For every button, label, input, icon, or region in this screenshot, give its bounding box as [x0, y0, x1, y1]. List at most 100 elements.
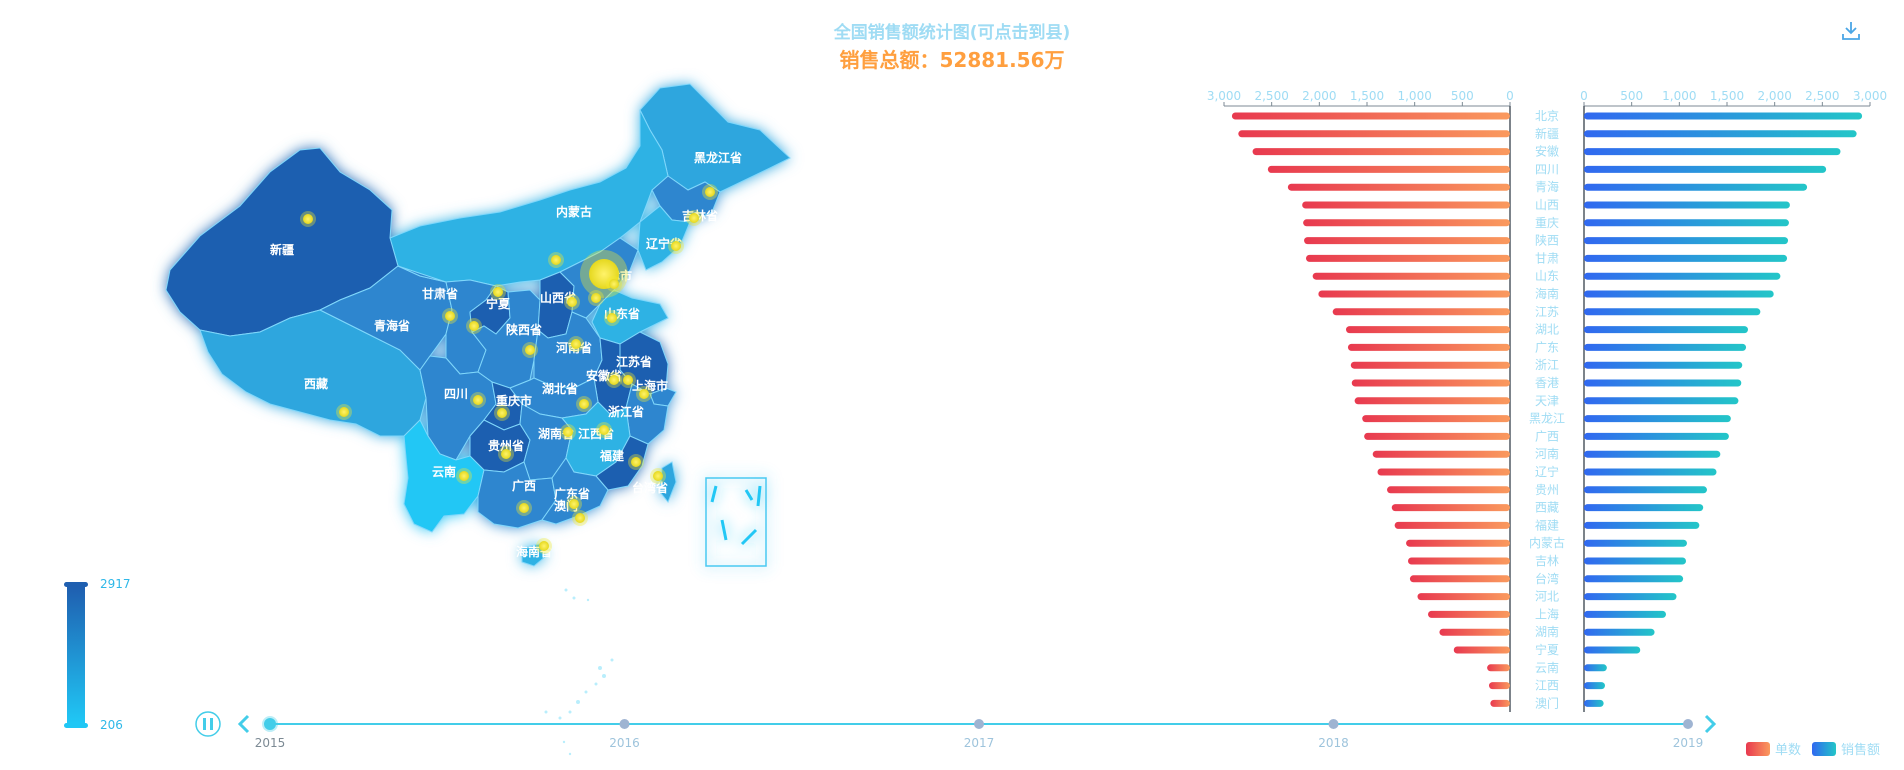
bar-sales[interactable]	[1584, 610, 1666, 618]
region-guangdong[interactable]	[541, 457, 609, 525]
bar-sales[interactable]	[1584, 254, 1788, 262]
visual-map-handle-top[interactable]	[64, 582, 88, 587]
timeline-point[interactable]	[1683, 719, 1693, 729]
bar-orders[interactable]	[1252, 148, 1510, 156]
city-marker[interactable]	[551, 255, 561, 265]
city-marker[interactable]	[303, 214, 313, 224]
bar-orders[interactable]	[1372, 450, 1510, 458]
legend-label-sales[interactable]: 销售额	[1841, 742, 1880, 758]
bar-sales[interactable]	[1584, 308, 1761, 316]
bar-orders[interactable]	[1391, 504, 1510, 512]
bar-sales[interactable]	[1584, 130, 1857, 138]
city-marker[interactable]	[609, 279, 619, 289]
bar-sales[interactable]	[1584, 237, 1789, 245]
city-marker[interactable]	[689, 213, 699, 223]
bar-sales[interactable]	[1584, 539, 1687, 547]
city-marker[interactable]	[571, 339, 581, 349]
timeline-point[interactable]	[974, 719, 984, 729]
bar-sales[interactable]	[1584, 575, 1684, 583]
bar-sales[interactable]	[1584, 432, 1729, 440]
bar-orders[interactable]	[1407, 557, 1510, 565]
legend-swatch-orders[interactable]	[1746, 742, 1770, 756]
bar-sales[interactable]	[1584, 201, 1790, 209]
bar-orders[interactable]	[1350, 361, 1510, 369]
bar-sales[interactable]	[1584, 699, 1604, 707]
bar-orders[interactable]	[1453, 646, 1510, 654]
bar-orders[interactable]	[1417, 593, 1510, 601]
bar-sales[interactable]	[1584, 504, 1704, 512]
city-marker[interactable]	[493, 287, 503, 297]
bar-orders[interactable]	[1362, 415, 1510, 423]
bar-sales[interactable]	[1584, 521, 1700, 529]
bar-sales[interactable]	[1584, 290, 1774, 298]
region-shandong[interactable]	[591, 289, 669, 345]
bar-orders[interactable]	[1303, 219, 1510, 227]
bar-sales[interactable]	[1584, 468, 1717, 476]
city-marker[interactable]	[497, 408, 507, 418]
bar-sales[interactable]	[1584, 557, 1687, 565]
region-jilin[interactable]	[651, 175, 721, 223]
bar-orders[interactable]	[1487, 664, 1510, 672]
timeline-current-point[interactable]	[264, 718, 276, 730]
city-marker[interactable]	[579, 399, 589, 409]
bar-sales[interactable]	[1584, 682, 1605, 690]
bar-orders[interactable]	[1287, 183, 1510, 191]
timeline-next-button[interactable]	[1704, 714, 1717, 734]
bar-orders[interactable]	[1302, 201, 1510, 209]
bar-sales[interactable]	[1584, 183, 1808, 191]
bar-sales[interactable]	[1584, 343, 1747, 351]
city-marker[interactable]	[671, 241, 681, 251]
timeline-year-label[interactable]: 2017	[964, 736, 995, 750]
bar-sales[interactable]	[1584, 486, 1707, 494]
bar-orders[interactable]	[1490, 699, 1510, 707]
bar-orders[interactable]	[1364, 432, 1510, 440]
bar-orders[interactable]	[1406, 539, 1510, 547]
bar-orders[interactable]	[1267, 165, 1510, 173]
city-marker[interactable]	[591, 293, 601, 303]
city-marker[interactable]	[459, 471, 469, 481]
bar-sales[interactable]	[1584, 664, 1607, 672]
china-map[interactable]	[165, 83, 791, 567]
bar-orders[interactable]	[1304, 237, 1510, 245]
bar-sales[interactable]	[1584, 165, 1827, 173]
city-marker[interactable]	[445, 311, 455, 321]
bar-orders[interactable]	[1387, 486, 1510, 494]
bar-orders[interactable]	[1394, 521, 1510, 529]
bar-orders[interactable]	[1305, 254, 1510, 262]
download-icon[interactable]	[1838, 18, 1864, 44]
bar-orders[interactable]	[1318, 290, 1510, 298]
city-marker[interactable]	[563, 427, 573, 437]
city-marker[interactable]	[623, 375, 633, 385]
timeline-prev-button[interactable]	[237, 714, 250, 734]
city-marker[interactable]	[607, 313, 617, 323]
bar-orders[interactable]	[1428, 610, 1510, 618]
city-marker[interactable]	[525, 345, 535, 355]
timeline-pause-button[interactable]	[195, 711, 221, 737]
bar-sales[interactable]	[1584, 148, 1841, 156]
city-marker[interactable]	[539, 541, 549, 551]
bar-sales[interactable]	[1584, 415, 1731, 423]
city-marker[interactable]	[639, 389, 649, 399]
timeline[interactable]: 2015 2016 2017 2018 2019	[195, 711, 1717, 750]
city-markers[interactable]	[300, 184, 718, 554]
legend-label-orders[interactable]: 单数	[1775, 743, 1801, 758]
city-marker[interactable]	[705, 187, 715, 197]
timeline-year-label[interactable]: 2016	[609, 736, 640, 750]
city-marker[interactable]	[599, 425, 609, 435]
city-marker[interactable]	[501, 449, 511, 459]
bar-orders[interactable]	[1409, 575, 1510, 583]
city-marker[interactable]	[469, 321, 479, 331]
bar-sales[interactable]	[1584, 361, 1743, 369]
bar-orders[interactable]	[1312, 272, 1510, 280]
timeline-point[interactable]	[1328, 719, 1339, 729]
bar-sales[interactable]	[1584, 272, 1781, 280]
bar-sales[interactable]	[1584, 628, 1655, 636]
city-marker[interactable]	[575, 513, 585, 523]
city-marker[interactable]	[609, 375, 619, 385]
timeline-point[interactable]	[619, 719, 630, 729]
city-marker[interactable]	[631, 457, 641, 467]
bar-orders[interactable]	[1377, 468, 1510, 476]
timeline-year-label[interactable]: 2015	[255, 736, 286, 750]
timeline-year-label[interactable]: 2019	[1673, 736, 1704, 750]
bar-sales[interactable]	[1584, 379, 1742, 387]
